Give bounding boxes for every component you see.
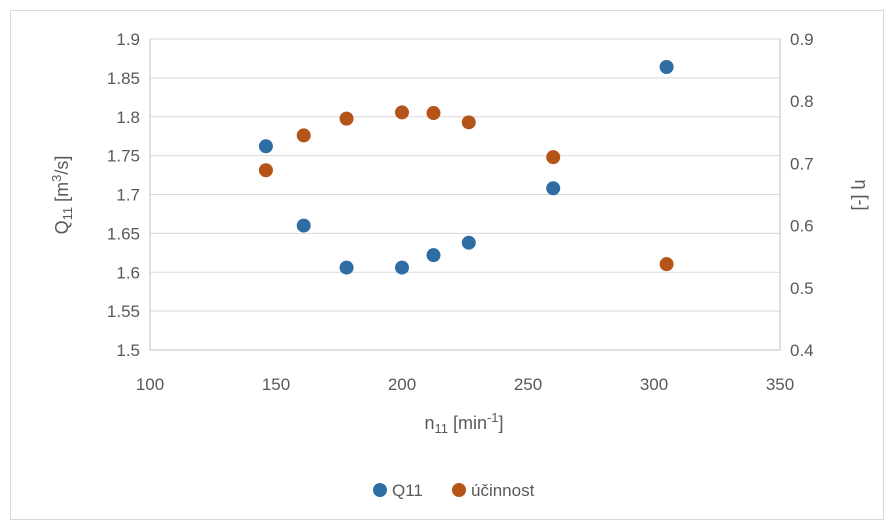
ucinnost-point [296,128,311,143]
legend-label-q11: Q11 [392,481,423,500]
q11-point [659,59,674,74]
x-axis-title: n11 [min-1] [424,410,503,436]
left-axis-ticks: 1.5 1.55 1.6 1.65 1.7 1.75 1.8 1.85 1.9 [107,30,140,360]
q11-point [339,260,354,275]
left-tick-label: 1.5 [116,341,140,360]
right-tick-label: 0.8 [790,92,814,111]
q11-point [296,218,311,233]
x-tick-label: 150 [262,375,290,394]
x-tick-label: 250 [514,375,542,394]
right-tick-label: 0.6 [790,217,814,236]
left-tick-label: 1.55 [107,302,140,321]
ucinnost-point [339,111,354,126]
right-axis-title: η [-] [851,179,871,210]
left-tick-label: 1.8 [116,108,140,127]
legend-marker-q11 [373,483,387,497]
right-tick-label: 0.7 [790,154,814,173]
left-tick-label: 1.6 [116,263,140,282]
legend-label-ucinnost: účinnost [471,481,535,500]
left-tick-label: 1.9 [116,30,140,49]
ucinnost-point [659,257,674,272]
chart-area [10,10,884,520]
left-axis-title: Q11 [m3/s] [49,156,75,235]
q11-point [461,235,476,250]
q11-point [426,248,441,263]
x-tick-label: 300 [640,375,668,394]
left-tick-label: 1.65 [107,224,140,243]
data-points [258,59,674,275]
right-tick-label: 0.5 [790,279,814,298]
left-tick-label: 1.7 [116,186,140,205]
ucinnost-point [426,106,441,121]
ucinnost-point [546,150,561,165]
right-tick-label: 0.4 [790,341,814,360]
ucinnost-point [461,115,476,130]
q11-point [546,181,561,196]
x-tick-label: 350 [766,375,794,394]
x-tick-label: 100 [136,375,164,394]
ucinnost-point [258,163,273,178]
right-tick-label: 0.9 [790,30,814,49]
legend: Q11 účinnost [373,481,535,500]
left-tick-label: 1.85 [107,69,140,88]
right-axis-ticks: 0.4 0.5 0.6 0.7 0.8 0.9 [790,30,814,360]
x-tick-label: 200 [388,375,416,394]
legend-marker-ucinnost [452,483,466,497]
ucinnost-point [395,105,409,120]
left-tick-label: 1.75 [107,147,140,166]
q11-point [258,139,273,154]
q11-point [395,260,409,275]
x-axis-ticks: 100 150 200 250 300 350 [136,375,794,394]
gridlines [149,38,781,351]
